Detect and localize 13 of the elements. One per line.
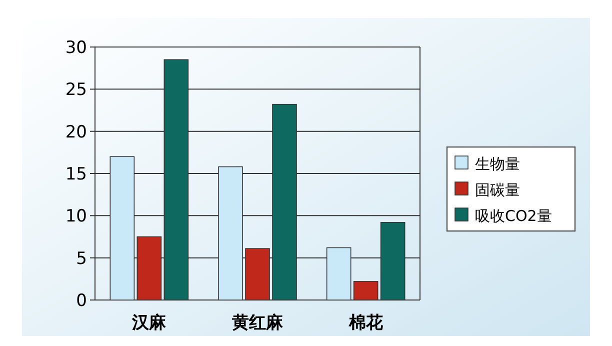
y-tick-label: 30 xyxy=(65,38,87,58)
y-tick-label: 25 xyxy=(65,80,87,100)
y-tick-label: 10 xyxy=(65,206,87,227)
x-tick-label: 汉麻 xyxy=(131,313,168,333)
x-tick-label: 黄红麻 xyxy=(231,313,284,333)
x-tick-label: 棉花 xyxy=(348,313,384,333)
legend-label: 吸收CO2量 xyxy=(475,207,552,225)
y-tick-label: 0 xyxy=(76,291,87,311)
y-tick-label: 15 xyxy=(65,164,87,184)
y-tick-label: 20 xyxy=(65,122,87,142)
legend-label: 生物量 xyxy=(475,155,520,173)
legend-label: 固碳量 xyxy=(475,181,520,199)
y-tick-label: 5 xyxy=(76,248,87,269)
